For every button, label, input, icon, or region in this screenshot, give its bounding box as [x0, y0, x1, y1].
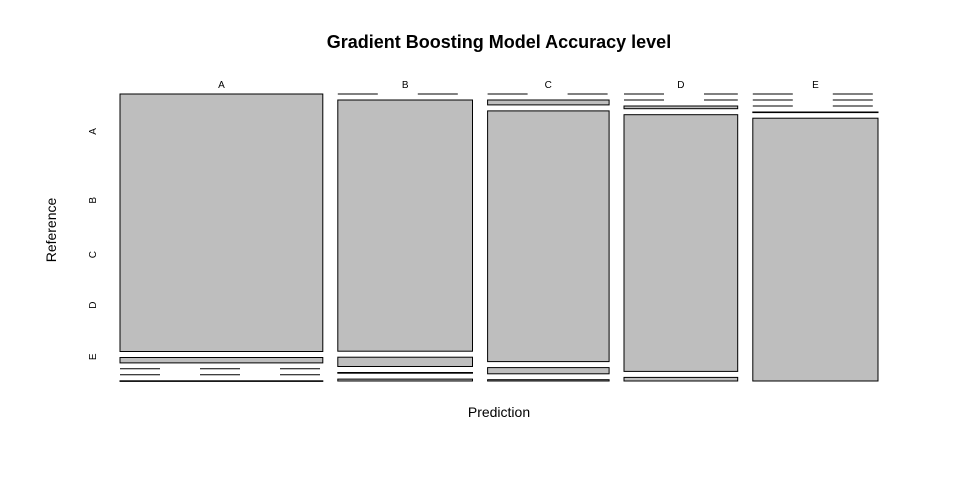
x-axis-label: Prediction	[468, 404, 530, 420]
column-label-a: A	[218, 80, 225, 91]
tile-pred-a-ref-e	[119, 380, 324, 382]
row-label-a: A	[88, 128, 99, 135]
tile-pred-e-ref-e	[752, 117, 879, 382]
tile-pred-a-ref-b	[119, 357, 324, 364]
column-label-c: C	[545, 80, 552, 91]
row-label-c: C	[88, 251, 99, 258]
tile-pred-c-ref-e	[487, 379, 610, 382]
tile-pred-c-ref-d	[487, 367, 610, 375]
mosaic-tiles	[119, 93, 879, 382]
tile-pred-d-ref-e	[623, 376, 739, 382]
tile-pred-b-ref-c	[337, 356, 473, 368]
row-label-d: D	[88, 301, 99, 308]
row-label-e: E	[88, 353, 99, 360]
tile-pred-c-ref-c	[487, 110, 610, 363]
y-axis-label: Reference	[43, 197, 59, 262]
row-labels: A B C D E	[88, 128, 99, 360]
tile-pred-b-ref-e	[337, 378, 473, 382]
tile-pred-e-ref-d	[752, 111, 879, 114]
row-label-b: B	[88, 197, 99, 204]
chart-title: Gradient Boosting Model Accuracy level	[327, 32, 671, 52]
tile-pred-d-ref-c	[623, 105, 739, 110]
column-label-d: D	[677, 80, 684, 91]
column-labels: A B C D E	[218, 80, 819, 91]
column-label-b: B	[402, 80, 409, 91]
tile-pred-c-ref-b	[487, 99, 610, 106]
tile-pred-d-ref-d	[623, 114, 739, 372]
tile-pred-b-ref-d	[337, 372, 473, 374]
tile-pred-a-ref-a	[119, 93, 324, 352]
column-label-e: E	[812, 80, 819, 91]
tile-pred-b-ref-b	[337, 99, 473, 352]
